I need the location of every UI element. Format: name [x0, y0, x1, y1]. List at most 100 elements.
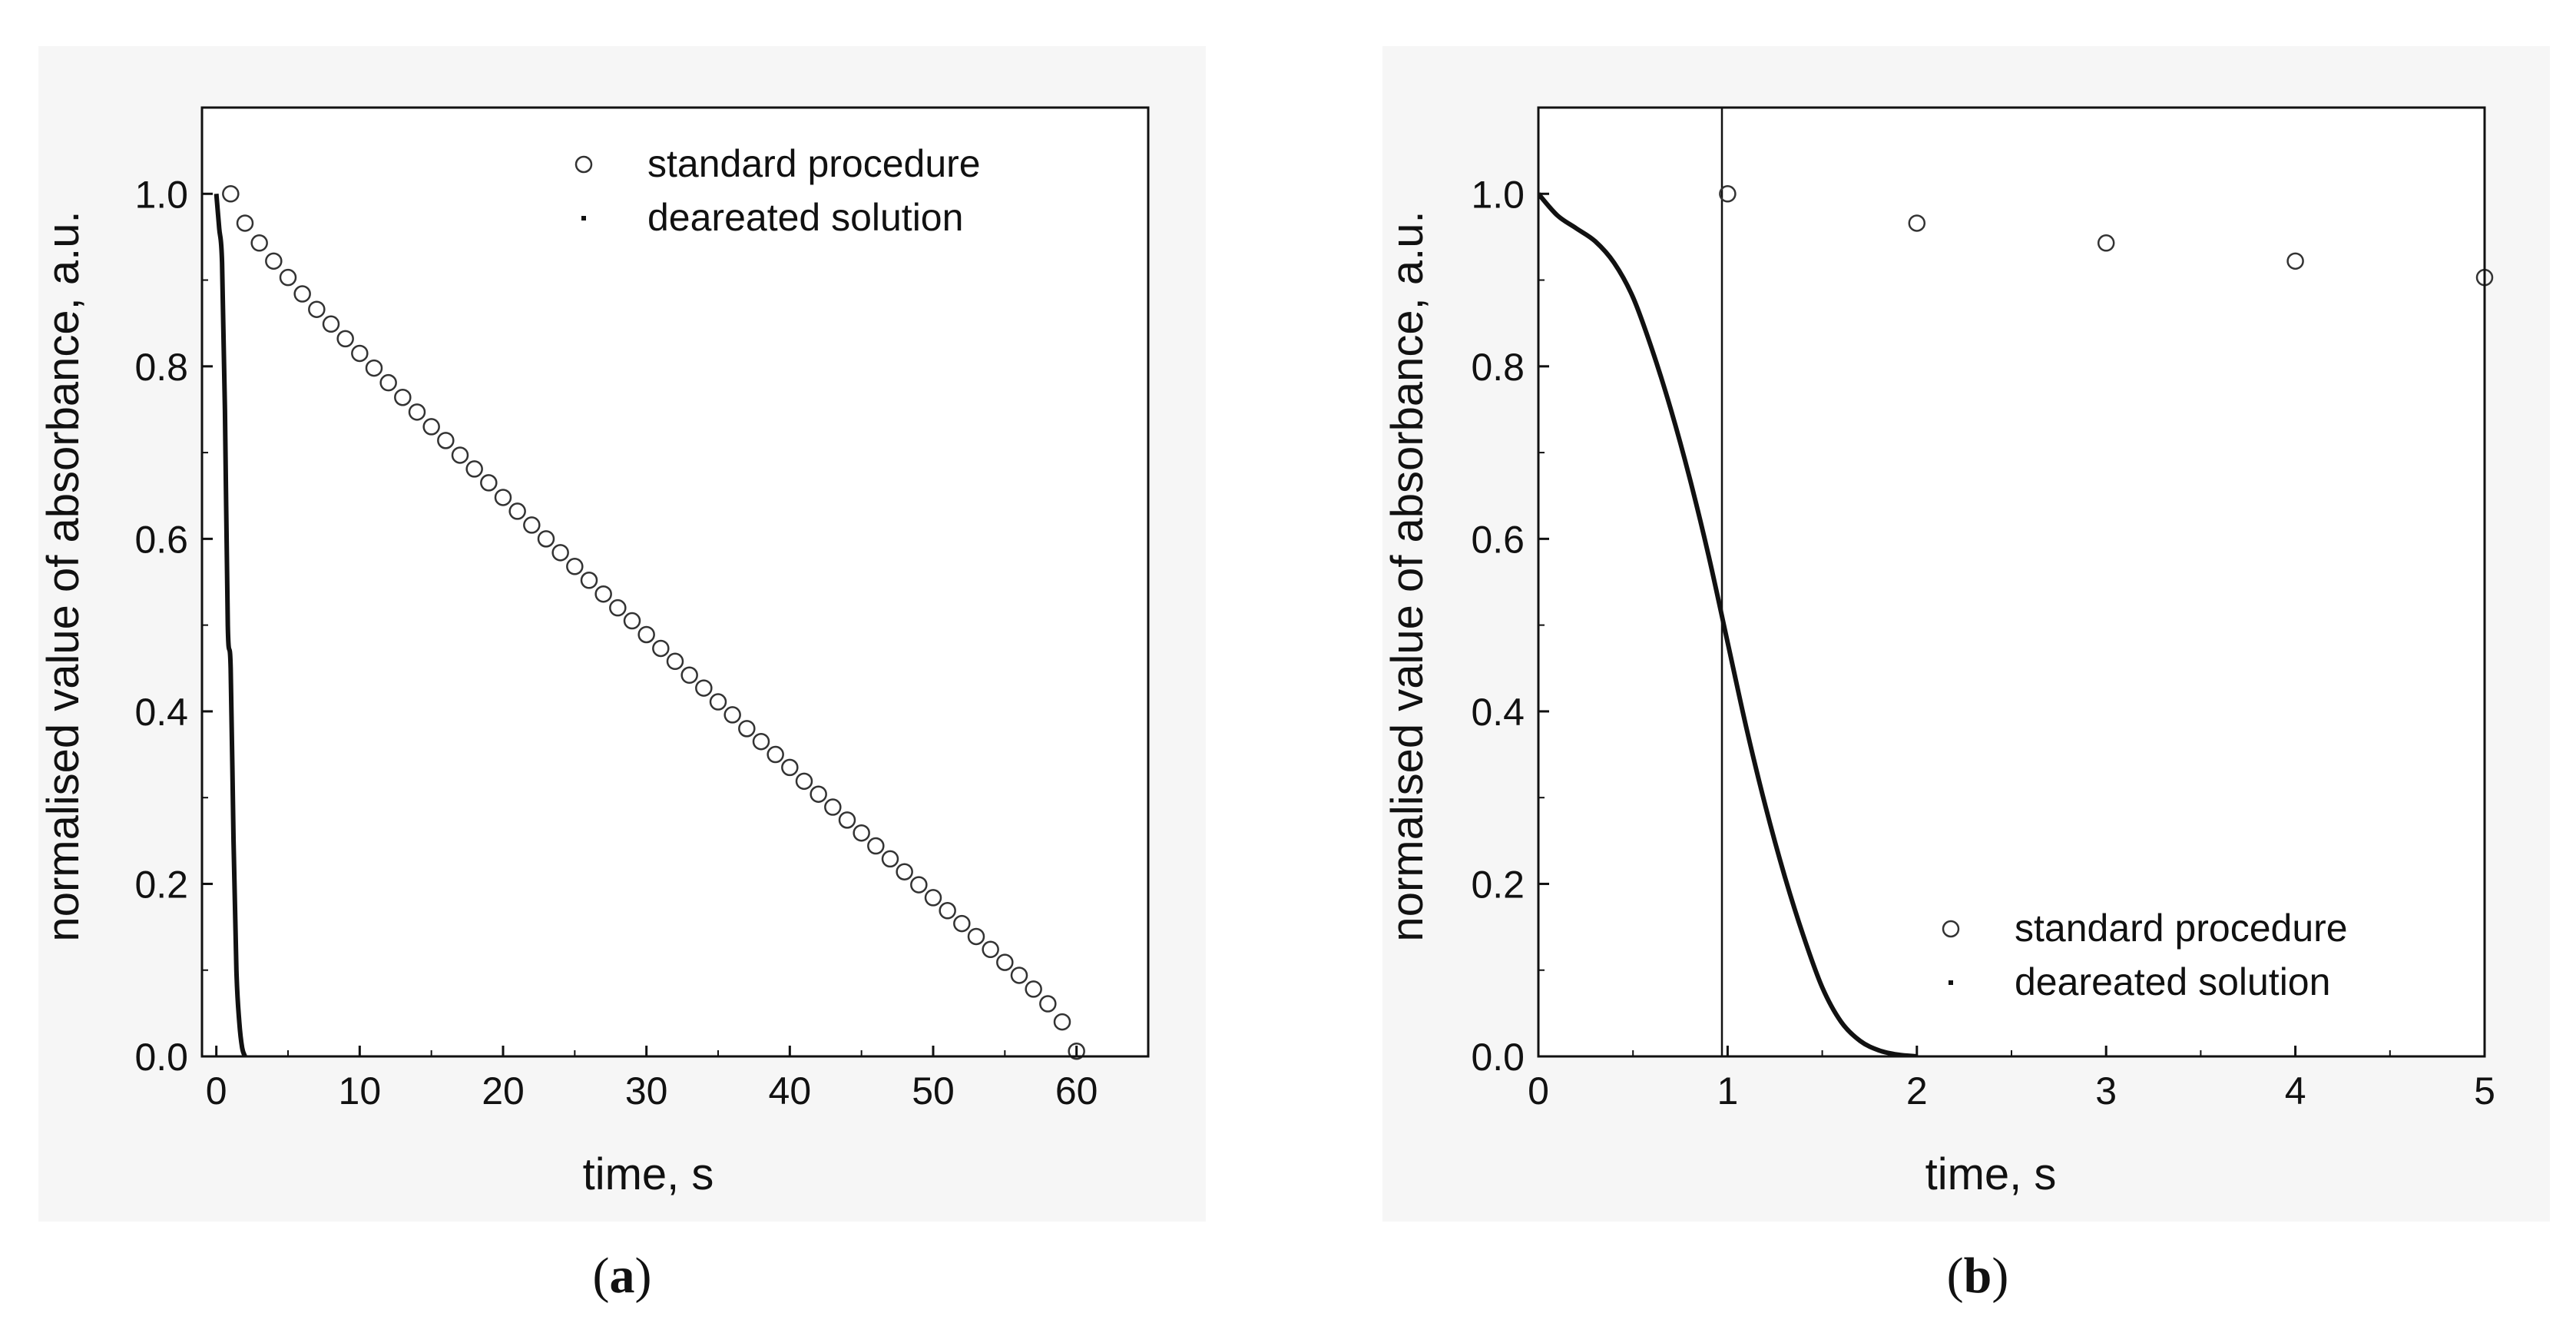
data-point-standard-a — [738, 720, 756, 738]
legend-b: standard procedure deareated solution — [1942, 907, 2348, 1003]
data-point-standard-a — [867, 837, 885, 855]
data-point-standard-a — [508, 502, 526, 520]
data-point-standard-a — [293, 285, 311, 303]
data-point-standard-a — [781, 758, 799, 777]
data-point-standard-a — [853, 824, 870, 842]
data-point-standard-a — [480, 474, 498, 492]
plot-area-b: 0 1 2 3 4 5 0.0 0.2 0.4 0.6 0.8 1.0 standard procedu… — [1471, 106, 2495, 1112]
x-tick-label-a: 30 — [625, 1069, 668, 1112]
data-point-standard-a — [666, 652, 684, 671]
legend-marker-deareated-a — [581, 216, 586, 220]
legend-marker-deareated-b — [1949, 980, 1953, 985]
data-point-standard-a — [824, 798, 842, 816]
data-point-standard-a — [1039, 995, 1057, 1013]
chart-panel-b: 0 1 2 3 4 5 0.0 0.2 0.4 0.6 0.8 1.0 standard procedu… — [1382, 46, 2550, 1304]
data-point-standard-a — [379, 373, 397, 392]
data-point-standard-a — [838, 811, 856, 829]
data-point-standard-a — [422, 418, 440, 436]
y-axis-label-a: normalised value of absorbance, a.u. — [38, 211, 88, 941]
x-tick-label-b: 4 — [2285, 1069, 2306, 1112]
data-point-standard-a — [709, 693, 727, 711]
data-point-standard-a — [351, 344, 369, 363]
panel-label-a: (a) — [593, 1248, 652, 1304]
data-point-standard-a — [623, 612, 641, 630]
panel-label-a-close: ) — [635, 1248, 652, 1304]
y-tick-label-b: 0.2 — [1471, 863, 1525, 906]
data-point-standard-a — [308, 300, 326, 318]
y-tick-label-b: 0.6 — [1471, 518, 1525, 561]
data-point-standard-a — [236, 214, 254, 232]
data-point-standard-a — [953, 914, 971, 933]
legend-marker-standard-a — [574, 155, 593, 174]
data-point-standard-a — [609, 598, 627, 617]
y-tick-label-a: 0.6 — [134, 518, 188, 561]
legend-marker-standard-b — [1942, 920, 1960, 938]
y-tick-label-a: 0.8 — [134, 346, 188, 389]
data-point-standard-a — [465, 460, 483, 478]
data-point-standard-a — [1025, 980, 1042, 998]
legend-label-a: deareated solution — [647, 196, 963, 239]
data-point-standard-a — [795, 772, 813, 791]
data-point-standard-a — [408, 403, 426, 421]
data-point-standard-a — [1068, 1043, 1085, 1060]
data-point-standard-a — [523, 516, 541, 534]
data-point-standard-a — [723, 706, 741, 724]
data-point-standard-a — [637, 625, 655, 644]
y-tick-label-a: 0.2 — [134, 863, 188, 906]
data-point-standard-b — [2097, 234, 2115, 252]
data-point-standard-a — [810, 785, 827, 803]
x-tick-label-a: 50 — [912, 1069, 955, 1112]
plot-background-b — [1538, 108, 2485, 1056]
x-tick-label-b: 0 — [1528, 1069, 1549, 1112]
data-point-standard-a — [1010, 967, 1028, 984]
data-point-standard-a — [365, 359, 383, 377]
data-point-standard-a — [336, 330, 354, 348]
data-point-standard-a — [394, 388, 412, 406]
data-point-standard-a — [939, 902, 956, 920]
y-axis-label-b: normalised value of absorbance, a.u. — [1382, 211, 1432, 941]
y-tick-label-a: 0.0 — [134, 1036, 188, 1079]
data-point-standard-b — [2286, 252, 2304, 270]
chart-panel-a: 0 10 20 30 40 50 60 0.0 0.2 0.4 0.6 0.8 1.0 standard … — [38, 46, 1206, 1304]
panel-label-b: (b) — [1947, 1248, 2009, 1304]
data-point-standard-a — [494, 489, 512, 506]
data-point-standard-a — [265, 252, 283, 270]
legend-label-b: standard procedure — [2015, 907, 2348, 950]
data-point-standard-a — [652, 639, 670, 658]
panel-label-b-close: ) — [1992, 1248, 2008, 1304]
series-line-deareated-a — [214, 194, 247, 1056]
data-point-standard-a — [881, 850, 899, 868]
data-point-standard-a — [551, 544, 569, 562]
x-tick-label-b: 3 — [2095, 1069, 2117, 1112]
y-tick-label-b: 1.0 — [1471, 173, 1525, 216]
data-point-standard-a — [594, 585, 612, 603]
data-point-standard-a — [566, 558, 584, 575]
x-tick-label-a: 10 — [339, 1069, 382, 1112]
data-point-standard-a — [910, 876, 928, 894]
plot-frame-b — [1537, 106, 2486, 1058]
data-point-standard-b — [1908, 214, 1926, 232]
x-tick-label-b: 2 — [1906, 1069, 1928, 1112]
x-axis-label-a: time, s — [583, 1149, 714, 1199]
legend-label-a: standard procedure — [647, 142, 981, 185]
y-tick-label-b: 0.8 — [1471, 346, 1525, 389]
data-point-standard-a — [680, 666, 698, 685]
y-tick-label-b: 0.0 — [1471, 1036, 1525, 1079]
x-tick-label-a: 0 — [206, 1069, 227, 1112]
panel-label-b-letter: b — [1964, 1248, 1992, 1304]
data-point-standard-a — [767, 745, 784, 764]
data-point-standard-a — [967, 927, 985, 946]
y-tick-label-a: 1.0 — [134, 173, 188, 216]
x-tick-label-a: 20 — [482, 1069, 525, 1112]
plot-area-a: 0 10 20 30 40 50 60 0.0 0.2 0.4 0.6 0.8 1.0 standard … — [134, 106, 1150, 1112]
data-point-standard-a — [437, 432, 455, 449]
panel-label-a-letter: a — [610, 1248, 635, 1304]
y-tick-label-a: 0.4 — [134, 691, 188, 734]
panel-label-a-open: ( — [593, 1248, 610, 1304]
data-point-standard-a — [896, 863, 913, 880]
data-point-standard-a — [695, 679, 713, 697]
legend-label-b: deareated solution — [2015, 960, 2330, 1003]
data-point-standard-a — [1053, 1013, 1071, 1031]
data-point-standard-a — [752, 732, 770, 751]
y-tick-label-b: 0.4 — [1471, 691, 1525, 734]
